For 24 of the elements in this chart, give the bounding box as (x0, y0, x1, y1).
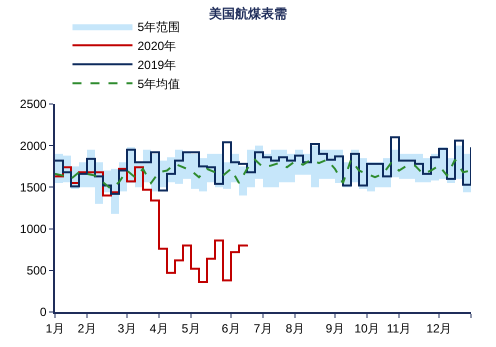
legend-label: 5年范围 (137, 20, 180, 34)
x-tick-label: 5月 (182, 321, 200, 336)
x-tick-label: 3月 (118, 321, 136, 336)
chart-title: 美国航煤表需 (208, 6, 287, 21)
x-tick-label: 12月 (426, 321, 452, 336)
legend-label: 2020年 (137, 38, 176, 53)
x-tick-label: 6月 (222, 321, 240, 336)
x-tick-label: 10月 (354, 321, 380, 336)
x-tick-label: 7月 (254, 321, 272, 336)
y-tick-label: 500 (26, 264, 47, 278)
x-tick-label: 11月 (386, 321, 412, 336)
line-series (55, 158, 471, 190)
legend-label: 5年均值 (137, 76, 180, 91)
y-tick-label: 1500 (20, 180, 47, 194)
x-tick-label: 4月 (150, 321, 168, 336)
legend-label: 2019年 (137, 58, 176, 72)
y-tick-label: 0 (40, 305, 47, 320)
y-tick-label: 2000 (20, 138, 47, 153)
x-tick-label: 8月 (286, 321, 304, 336)
y-tick-label: 1000 (20, 222, 47, 236)
x-tick-label: 9月 (326, 321, 344, 336)
x-tick-label: 1月 (46, 321, 64, 336)
x-tick-label: 2月 (78, 321, 96, 336)
y-tick-label: 2500 (20, 97, 47, 112)
